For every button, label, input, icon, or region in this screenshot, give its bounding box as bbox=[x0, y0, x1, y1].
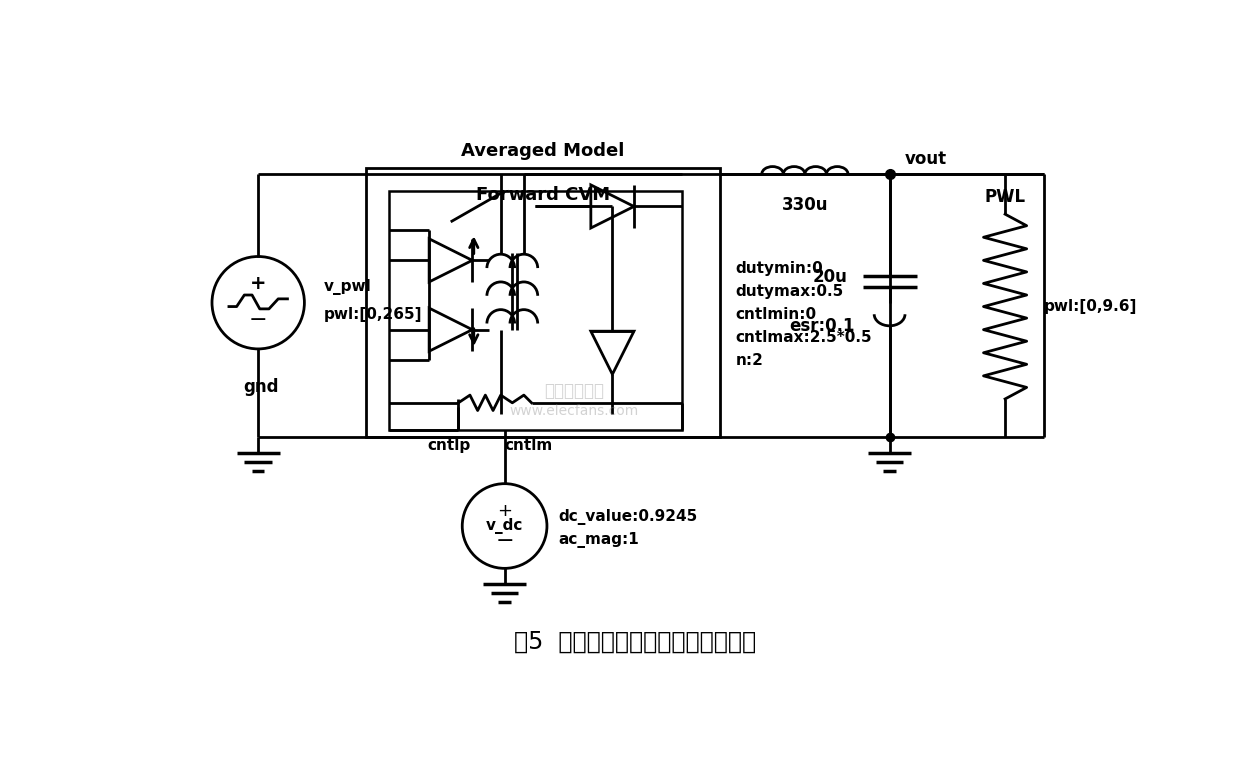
Text: dc_value:0.9245: dc_value:0.9245 bbox=[558, 509, 698, 525]
Text: −: − bbox=[495, 531, 513, 551]
Text: cntlm: cntlm bbox=[505, 437, 553, 453]
Text: 电子发烧友网: 电子发烧友网 bbox=[544, 382, 604, 400]
Text: 图5  双管正激主电路开环小信号模型: 图5 双管正激主电路开环小信号模型 bbox=[515, 629, 756, 653]
Text: +: + bbox=[250, 274, 267, 293]
Bar bbox=[366, 168, 720, 437]
Text: gnd: gnd bbox=[243, 378, 278, 396]
Text: dutymax:0.5: dutymax:0.5 bbox=[735, 283, 844, 299]
Text: dutymin:0: dutymin:0 bbox=[735, 261, 823, 276]
Text: ac_mag:1: ac_mag:1 bbox=[558, 532, 640, 548]
Text: PWL: PWL bbox=[985, 188, 1025, 206]
Text: pwl:[0,9.6]: pwl:[0,9.6] bbox=[1044, 299, 1137, 314]
Text: cntlp: cntlp bbox=[428, 437, 471, 453]
Text: cntlmin:0: cntlmin:0 bbox=[735, 307, 817, 321]
Text: v_dc: v_dc bbox=[486, 518, 523, 534]
Text: cntlmax:2.5*0.5: cntlmax:2.5*0.5 bbox=[735, 330, 872, 345]
Text: n:2: n:2 bbox=[735, 353, 764, 368]
Bar bbox=[389, 191, 682, 430]
Text: vout: vout bbox=[905, 150, 947, 168]
Text: v_pwl: v_pwl bbox=[324, 279, 372, 296]
Text: 330u: 330u bbox=[781, 196, 828, 214]
Text: +: + bbox=[497, 502, 512, 520]
Text: −: − bbox=[249, 310, 268, 330]
Text: Forward CVM: Forward CVM bbox=[476, 186, 610, 204]
Text: esr:0.1: esr:0.1 bbox=[790, 317, 854, 335]
Text: Averaged Model: Averaged Model bbox=[461, 142, 625, 160]
Text: pwl:[0,265]: pwl:[0,265] bbox=[324, 307, 422, 321]
Text: 20u: 20u bbox=[812, 268, 847, 287]
Text: www.elecfans.com: www.elecfans.com bbox=[510, 403, 639, 418]
